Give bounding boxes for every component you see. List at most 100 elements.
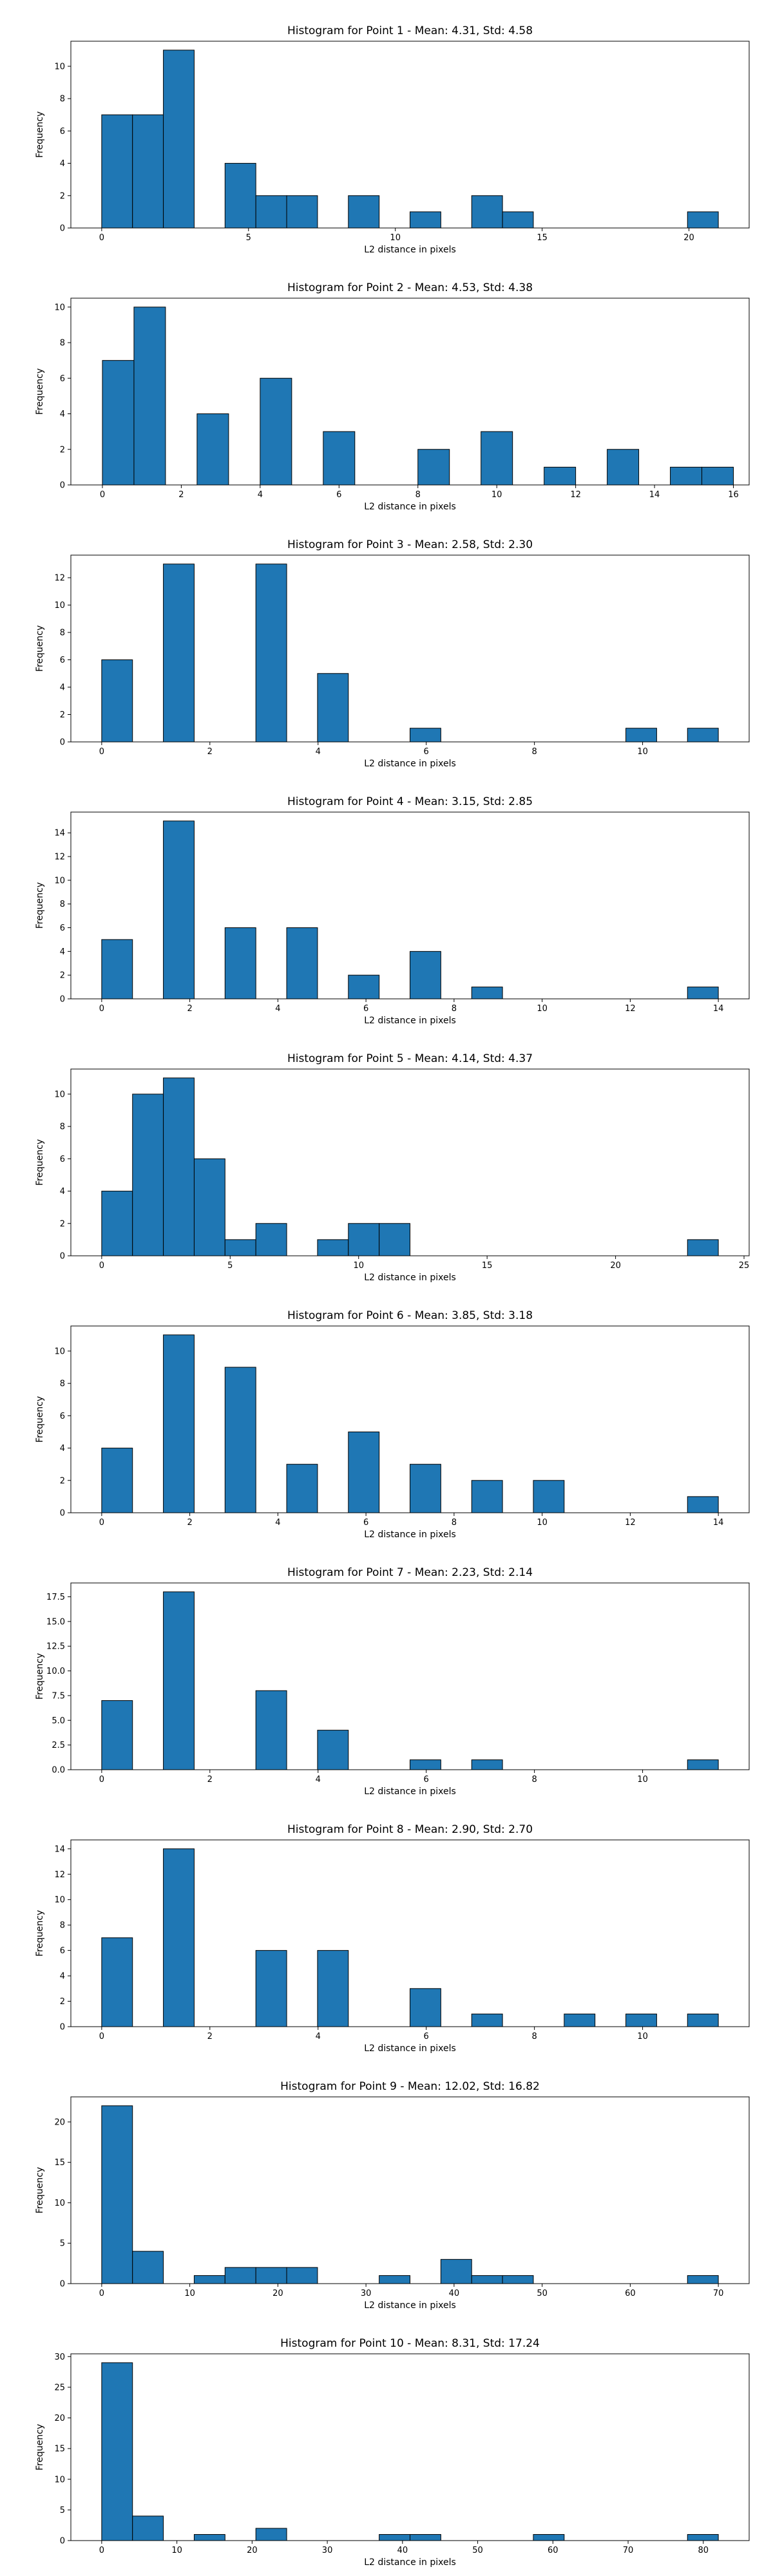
chart-title: Histogram for Point 7 - Mean: 2.23, Std:… [287, 1566, 533, 1579]
x-tick-label: 14 [713, 1518, 724, 1528]
x-tick-label: 2 [187, 1004, 192, 1014]
y-tick-label: 15 [54, 2158, 65, 2168]
x-tick-label: 30 [361, 2289, 372, 2298]
y-tick-label: 5 [60, 2239, 65, 2249]
x-tick-label: 70 [713, 2289, 724, 2298]
x-axis-label: L2 distance in pixels [364, 245, 456, 255]
x-axis-label: L2 distance in pixels [364, 2043, 456, 2054]
y-tick-label: 0 [60, 2280, 65, 2289]
histogram-bar [379, 2275, 410, 2284]
y-tick-label: 8 [60, 629, 65, 638]
x-tick-label: 14 [649, 490, 660, 500]
y-tick-label: 8 [60, 1921, 65, 1931]
histogram-bar [163, 1077, 195, 1256]
y-tick-label: 2 [60, 971, 65, 981]
axes-frame [70, 2096, 750, 2284]
x-tick-label: 15 [537, 233, 548, 243]
x-tick-label: 10 [171, 2546, 182, 2555]
y-tick-label: 7.5 [52, 1691, 65, 1701]
x-tick-label: 12 [625, 1518, 636, 1528]
y-tick-label: 10 [54, 1895, 65, 1905]
x-tick-label: 4 [258, 490, 263, 500]
histogram-bar [101, 939, 133, 999]
histogram-bar [348, 974, 380, 999]
x-tick-label: 12 [570, 490, 581, 500]
y-tick-label: 4 [60, 947, 65, 957]
histogram-bar [101, 2362, 133, 2541]
histogram-bar [471, 987, 503, 999]
histogram-bar [417, 449, 450, 486]
histogram-bar [533, 2533, 565, 2541]
y-tick-label: 8 [60, 95, 65, 104]
y-tick-label: 10 [54, 303, 65, 312]
x-tick-label: 4 [316, 747, 321, 757]
x-tick-label: 14 [713, 1004, 724, 1014]
histogram-panel-1: Histogram for Point 1 - Mean: 4.31, Std:… [35, 24, 750, 255]
histogram-bar [193, 1158, 225, 1256]
x-tick-label: 8 [531, 1775, 537, 1785]
y-tick-label: 10 [54, 2475, 65, 2485]
axes-frame [70, 554, 750, 743]
y-tick-label: 6 [60, 1155, 65, 1164]
histogram-bar [440, 2259, 472, 2284]
x-axis-label: L2 distance in pixels [364, 502, 456, 512]
x-tick-label: 2 [187, 1518, 192, 1528]
histogram-bar [348, 1223, 380, 1256]
y-tick-label: 10 [54, 601, 65, 611]
histogram-panel-9: Histogram for Point 9 - Mean: 12.02, Std… [35, 2080, 750, 2311]
x-tick-label: 60 [625, 2289, 636, 2298]
x-tick-label: 80 [698, 2546, 709, 2555]
y-axis-label: Frequency [35, 1396, 45, 1443]
y-tick-label: 10 [54, 2199, 65, 2208]
histogram-bar [687, 1759, 719, 1770]
histogram-bar [255, 1223, 287, 1256]
x-tick-label: 10 [491, 490, 502, 500]
histogram-bar [687, 211, 719, 229]
histogram-bar [544, 466, 577, 486]
y-tick-label: 25 [54, 2383, 65, 2392]
y-tick-label: 6 [60, 923, 65, 933]
histogram-bar [670, 466, 703, 486]
y-tick-label: 10 [54, 1347, 65, 1356]
y-tick-label: 10 [54, 1090, 65, 1099]
axes-frame [70, 1068, 750, 1256]
histogram-bar [260, 377, 292, 486]
y-axis-label: Frequency [35, 625, 45, 672]
bars [101, 1077, 719, 1256]
histogram-bar [196, 413, 229, 486]
x-tick-label: 30 [322, 2546, 333, 2555]
histogram-bar [687, 1496, 719, 1513]
x-tick-label: 0 [99, 1518, 104, 1528]
bars [101, 820, 719, 999]
histogram-bar [255, 1950, 287, 2027]
histogram-bar [255, 564, 287, 743]
histogram-bar [163, 1848, 195, 2027]
histogram-bar [687, 2533, 719, 2541]
histogram-bar [379, 1223, 410, 1256]
y-tick-label: 17.5 [46, 1593, 65, 1602]
y-tick-label: 4 [60, 159, 65, 169]
y-tick-label: 2 [60, 710, 65, 720]
y-tick-label: 2 [60, 1997, 65, 2007]
y-tick-label: 8 [60, 1122, 65, 1132]
histogram-bar [101, 1700, 133, 1770]
x-tick-label: 4 [316, 2032, 321, 2041]
histogram-bar [286, 1464, 318, 1513]
chart-title: Histogram for Point 10 - Mean: 8.31, Std… [280, 2337, 540, 2350]
histogram-bar [687, 2275, 719, 2284]
x-tick-label: 20 [247, 2546, 258, 2555]
histogram-panel-5: Histogram for Point 5 - Mean: 4.14, Std:… [35, 1052, 750, 1283]
y-tick-label: 2 [60, 445, 65, 455]
y-tick-label: 10 [54, 62, 65, 71]
x-tick-label: 8 [531, 2032, 537, 2041]
y-tick-label: 6 [60, 374, 65, 384]
histogram-bar [255, 2267, 287, 2284]
histogram-bar [317, 1730, 349, 1770]
y-axis-label: Frequency [35, 1910, 45, 1956]
y-tick-label: 2 [60, 1219, 65, 1229]
histogram-panel-3: Histogram for Point 3 - Mean: 2.58, Std:… [35, 538, 750, 769]
y-tick-label: 4 [60, 1972, 65, 1982]
x-tick-label: 10 [184, 2289, 195, 2298]
axes-frame [70, 1325, 750, 1513]
histogram-bar [687, 728, 719, 743]
